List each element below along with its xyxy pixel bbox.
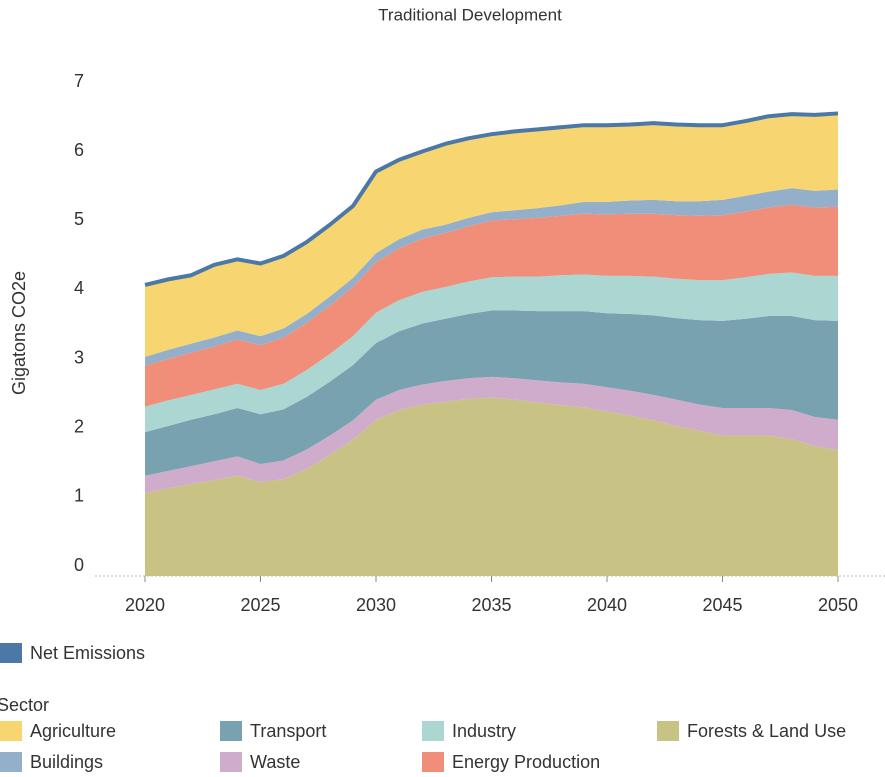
area (145, 113, 838, 357)
legend-label: Forests & Land Use (687, 721, 846, 741)
legend-swatch (220, 721, 242, 741)
area (145, 397, 838, 576)
y-tick-label: 3 (74, 347, 84, 367)
legend-label: Industry (452, 721, 516, 741)
x-tick-label: 2045 (702, 595, 742, 615)
legend-swatch (0, 643, 22, 663)
chart-title: Traditional Development (378, 5, 562, 24)
y-tick-label: 7 (74, 71, 84, 91)
legend-swatch (220, 752, 242, 772)
legend-label: Waste (250, 752, 300, 772)
area (145, 204, 838, 407)
legend-label: Transport (250, 721, 326, 741)
y-tick-label: 1 (74, 486, 84, 506)
area (145, 376, 838, 494)
x-tick-label: 2040 (587, 595, 627, 615)
y-tick-label: 5 (74, 209, 84, 229)
legend-label: Energy Production (452, 752, 600, 772)
x-tick-label: 2050 (818, 595, 858, 615)
legend-swatch (0, 721, 22, 741)
x-tick-label: 2035 (471, 595, 511, 615)
x-tick-label: 2020 (125, 595, 165, 615)
legend-swatch (657, 721, 679, 741)
y-tick-label: 6 (74, 140, 84, 160)
y-tick-label: 0 (74, 555, 84, 575)
x-tick-label: 2025 (240, 595, 280, 615)
legend-swatch (422, 721, 444, 741)
net-line (144, 111, 839, 287)
area (145, 188, 838, 366)
area (145, 272, 838, 433)
x-tick-label: 2030 (356, 595, 396, 615)
legend-title: Sector (0, 695, 49, 715)
legend-label: Agriculture (30, 721, 116, 741)
legend-label: Net Emissions (30, 643, 145, 663)
y-tick-label: 2 (74, 416, 84, 436)
legend-swatch (0, 752, 22, 772)
y-axis-title: Gigatons CO2e (9, 271, 29, 395)
legend-label: Buildings (30, 752, 103, 772)
legend-swatch (422, 752, 444, 772)
area (145, 310, 838, 476)
y-tick-label: 4 (74, 278, 84, 298)
